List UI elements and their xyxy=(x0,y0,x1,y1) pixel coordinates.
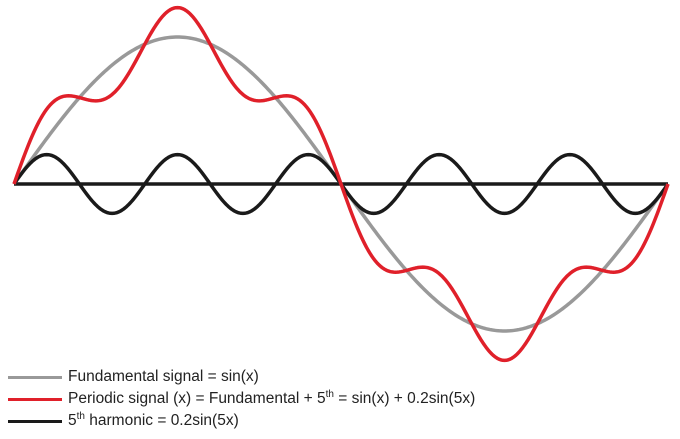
legend-swatch-fundamental xyxy=(8,375,62,379)
legend-swatch-harmonic xyxy=(8,419,62,423)
legend-label-periodic: Periodic signal (x) = Fundamental + 5 xyxy=(68,390,326,408)
legend-label-harmonic: 5 xyxy=(68,412,77,430)
legend-item-fundamental: Fundamental signal = sin(x) xyxy=(8,366,475,388)
legend: Fundamental signal = sin(x) Periodic sig… xyxy=(8,366,475,432)
legend-label-harmonic-rest: harmonic = 0.2sin(5x) xyxy=(84,412,239,430)
waveform-chart xyxy=(12,5,670,363)
legend-item-periodic: Periodic signal (x) = Fundamental + 5th … xyxy=(8,388,475,410)
series-periodic xyxy=(12,5,670,363)
legend-sup-harmonic: th xyxy=(76,411,85,423)
legend-item-harmonic: 5th harmonic = 0.2sin(5x) xyxy=(8,410,475,432)
legend-sup-periodic: th xyxy=(325,389,334,401)
legend-swatch-periodic xyxy=(8,397,62,401)
legend-label-fundamental: Fundamental signal = sin(x) xyxy=(68,368,259,386)
legend-label-periodic-rest: = sin(x) + 0.2sin(5x) xyxy=(333,390,476,408)
